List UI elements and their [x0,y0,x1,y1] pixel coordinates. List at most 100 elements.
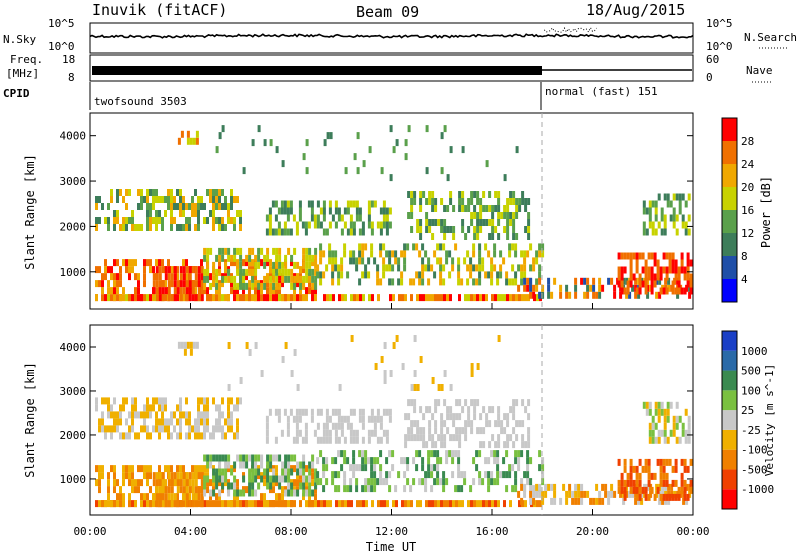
heatmap-cell [452,226,456,233]
heatmap-cell [107,404,110,412]
heatmap-cell [388,408,392,416]
heatmap-cell [290,282,294,290]
heatmap-cell [328,250,332,258]
heatmap-cell [505,485,509,493]
heatmap-cell [527,212,531,219]
heatmap-cell [146,210,149,217]
heatmap-cell [206,425,209,433]
heatmap-cell [526,450,530,458]
heatmap-cell [385,207,389,215]
heatmap-cell [191,203,194,210]
heatmap-cell [532,257,536,265]
heatmap-cell [200,196,203,203]
heatmap-cell [128,493,131,501]
heatmap-cell [373,429,377,437]
heatmap-cell [280,200,284,208]
heatmap-cell [122,432,125,440]
heatmap-cell [113,418,116,426]
heatmap-cell [304,408,308,416]
heatmap-cell [524,226,528,233]
heatmap-cell [224,247,228,255]
heatmap-cell [370,200,374,208]
heatmap-cell [544,483,548,491]
heatmap-cell [197,196,200,203]
heatmap-cell [529,277,533,285]
heatmap-cell [212,425,215,433]
heatmap-cell [523,257,527,265]
heatmap-cell [349,408,353,416]
heatmap-cell [623,486,627,494]
heatmap-cell [338,294,341,302]
heatmap-cell [491,500,494,508]
heatmap-cell [319,450,323,458]
heatmap-cell [491,233,495,240]
heatmap-cell [623,493,627,501]
heatmap-cell [515,198,519,205]
heatmap-cell [326,294,329,302]
heatmap-cell [302,489,306,497]
heatmap-cell [346,485,350,493]
heatmap-cell [452,413,456,421]
heatmap-cell [385,228,389,236]
heatmap-cell [413,399,417,407]
heatmap-cell [379,228,383,236]
heatmap-cell [491,226,495,233]
heatmap-cell [286,429,290,437]
heatmap-cell [428,226,432,233]
heatmap-cell [467,420,471,428]
heatmap-cell [146,411,149,419]
heatmap-cell [275,261,279,269]
heatmap-cell [113,273,116,281]
heatmap-cell [149,217,152,224]
colorbar-swatch [722,210,737,233]
heatmap-cell [140,411,143,419]
heatmap-cell [167,493,171,501]
heatmap-cell [161,397,164,405]
heatmap-cell [280,429,284,437]
heatmap-cell [400,457,404,465]
heatmap-cell [439,271,443,279]
heatmap-cell [349,250,353,258]
heatmap-cell [173,493,177,501]
freq-label-2: [MHz] [6,67,39,80]
heatmap-cell [188,266,192,274]
heatmap-cell [457,278,461,286]
heatmap-cell [125,397,128,405]
noise-search-trace [543,26,597,34]
heatmap-cell [565,490,569,498]
heatmap-cell [674,266,678,274]
heatmap-cell [380,167,384,175]
heatmap-cell [164,280,167,288]
heatmap-cell [509,434,513,442]
heatmap-cell [221,397,224,405]
heatmap-cell [164,404,167,412]
heatmap-cell [683,493,687,501]
heatmap-cell [206,465,209,473]
heatmap-cell [221,425,224,433]
heatmap-cell [482,191,486,198]
heatmap-cell [538,464,542,472]
heatmap-cell [334,257,338,265]
heatmap-cell [179,404,182,412]
heatmap-cell [457,457,461,465]
heatmap-cell [295,221,299,229]
heatmap-cell [179,472,183,480]
heatmap-cell [647,479,651,487]
heatmap-cell [197,500,200,508]
heatmap-cell [182,493,186,501]
heatmap-cell [314,287,317,295]
heatmap-cell [687,228,691,236]
heatmap-cell [440,294,443,302]
heatmap-cell [269,282,273,290]
heatmap-cell [503,427,507,435]
heatmap-cell [254,475,258,483]
heatmap-cell [164,287,168,295]
heatmap-cell [316,264,320,272]
nave-label: Nave [746,64,773,77]
heatmap-cell [675,415,679,423]
heatmap-cell [683,486,687,494]
heatmap-cell [167,479,171,487]
heatmap-cell [684,436,688,444]
heatmap-cell [494,441,498,449]
heatmap-cell [167,266,171,274]
